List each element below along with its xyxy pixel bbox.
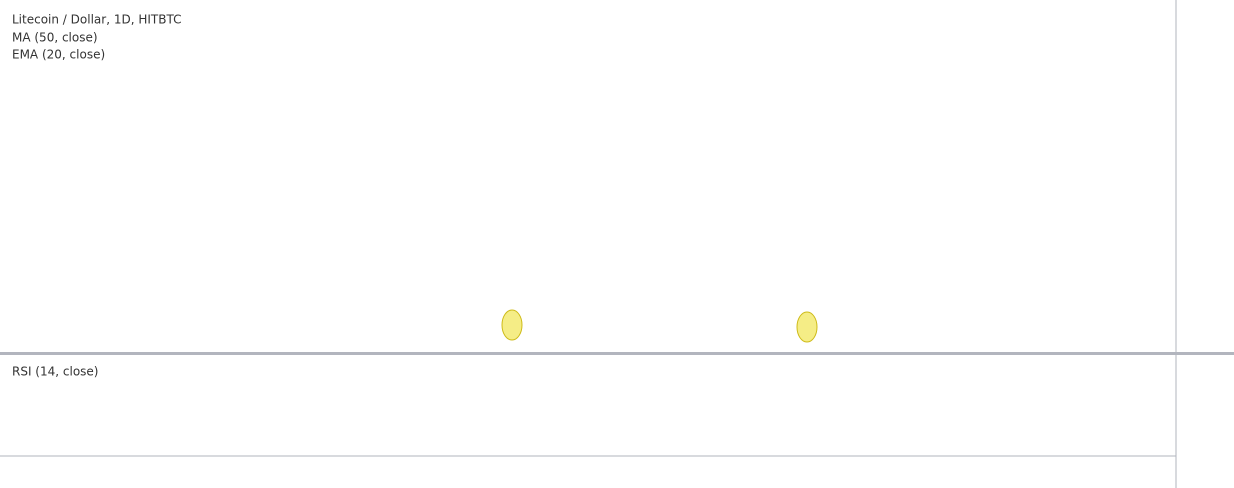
highlight-ellipse (796, 311, 818, 343)
rsi-label: RSI (14, close) (12, 365, 98, 379)
chart-title: Litecoin / Dollar, 1D, HITBTC (12, 13, 181, 27)
legend-entry: MA (50, close) (12, 31, 98, 45)
annotations (501, 309, 818, 343)
highlight-ellipse (501, 309, 523, 341)
legend-entry: EMA (20, close) (12, 48, 105, 62)
